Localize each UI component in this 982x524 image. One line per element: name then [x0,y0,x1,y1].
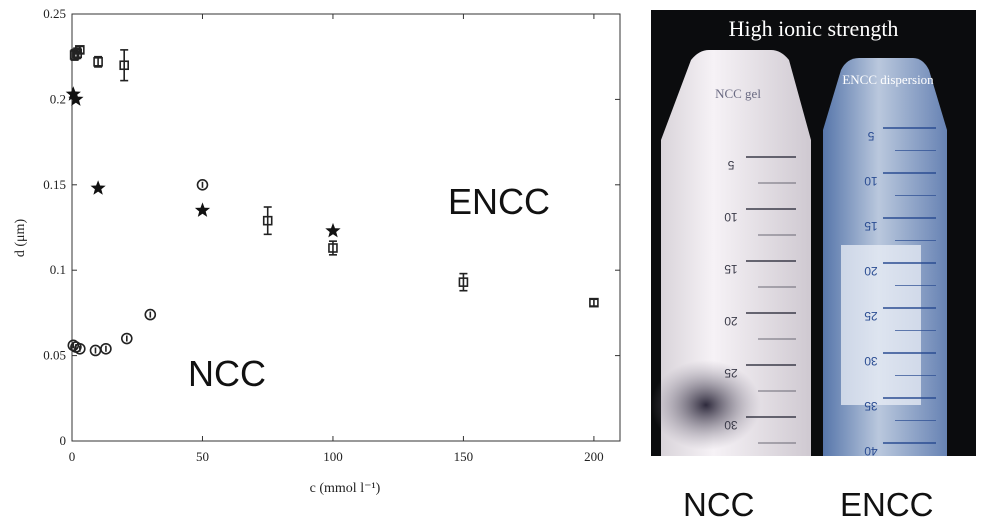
star-point [325,222,341,238]
y-tick-label: 0.2 [50,91,66,106]
y-tick-label: 0.25 [43,6,66,21]
graduation-label: 20 [864,264,878,278]
square-point [93,57,103,67]
star-point [68,91,84,106]
ncc-gel-tube [661,50,811,456]
graduation-label: 30 [864,354,878,368]
circle-point [121,332,133,345]
graduation-label: 10 [724,210,738,224]
y-tick-label: 0.1 [50,262,66,277]
square-point [262,215,273,226]
graduation-label: 25 [864,309,878,323]
tube-label-sticker [841,245,921,405]
graduation-label: 10 [864,174,878,188]
y-axis-label: d (μm) [13,219,28,258]
bottom-label-encc: ENCC [840,486,934,523]
tick-labels: 0 50 100 150 200 0 0.05 0.1 0.15 0.2 0.25 [43,6,603,464]
graduation-label: 15 [864,219,878,233]
star-point [90,180,106,195]
ncc-gel-label: NCC gel [715,86,761,101]
graduation-label: 15 [724,262,738,276]
circle-point [67,339,80,352]
tubes-drawing: 5 10 15 20 25 30 35 5 10 15 20 25 30 35 40 [651,50,947,456]
graduation-label: 35 [864,399,878,413]
encc-scale: 5 10 15 20 25 30 35 40 [864,127,936,456]
square-point [328,243,338,253]
square-point [119,60,129,71]
square-point [458,277,469,287]
y-tick-label: 0 [60,433,67,448]
encc-dispersion-label: ENCC dispersion [842,72,934,87]
x-tick-label: 50 [196,449,209,464]
circle-point [100,342,112,355]
square-point [589,297,599,308]
x-tick-label: 200 [584,449,604,464]
plot-frame [71,13,621,442]
tube-photo: High ionic strength 5 10 15 20 25 30 35 5 10 15 2… [651,10,976,456]
y-tick-label: 0.05 [43,348,66,363]
square-point [75,45,85,55]
bottom-label-ncc: NCC [683,486,755,523]
x-tick-label: 0 [69,449,76,464]
graduation-label: 5 [727,158,734,172]
data-marks [65,45,599,357]
scatter-plot: 0 50 100 150 200 0 0.05 0.1 0.15 0.2 0.25 c (mmol … [13,6,621,496]
graduation-label: 25 [724,366,738,380]
plot-axes [71,13,621,442]
graduation-label: 30 [724,418,738,432]
circle-point [144,308,157,321]
x-axis-label: c (mmol l⁻¹) [310,481,381,496]
circle-point [196,179,209,191]
graduation-label: 20 [724,314,738,328]
gel-shadow [651,360,761,450]
annotation-ncc: NCC [188,353,266,394]
circle-point [74,342,86,355]
photo-title: High ionic strength [728,16,899,41]
star-point [194,202,211,217]
x-tick-label: 150 [454,449,474,464]
x-tick-label: 100 [323,449,343,464]
graduation-label: 40 [864,444,878,456]
star-point [65,86,81,101]
annotation-encc: ENCC [448,181,550,222]
graduation-label: 5 [867,129,874,143]
y-tick-label: 0.15 [43,177,66,192]
